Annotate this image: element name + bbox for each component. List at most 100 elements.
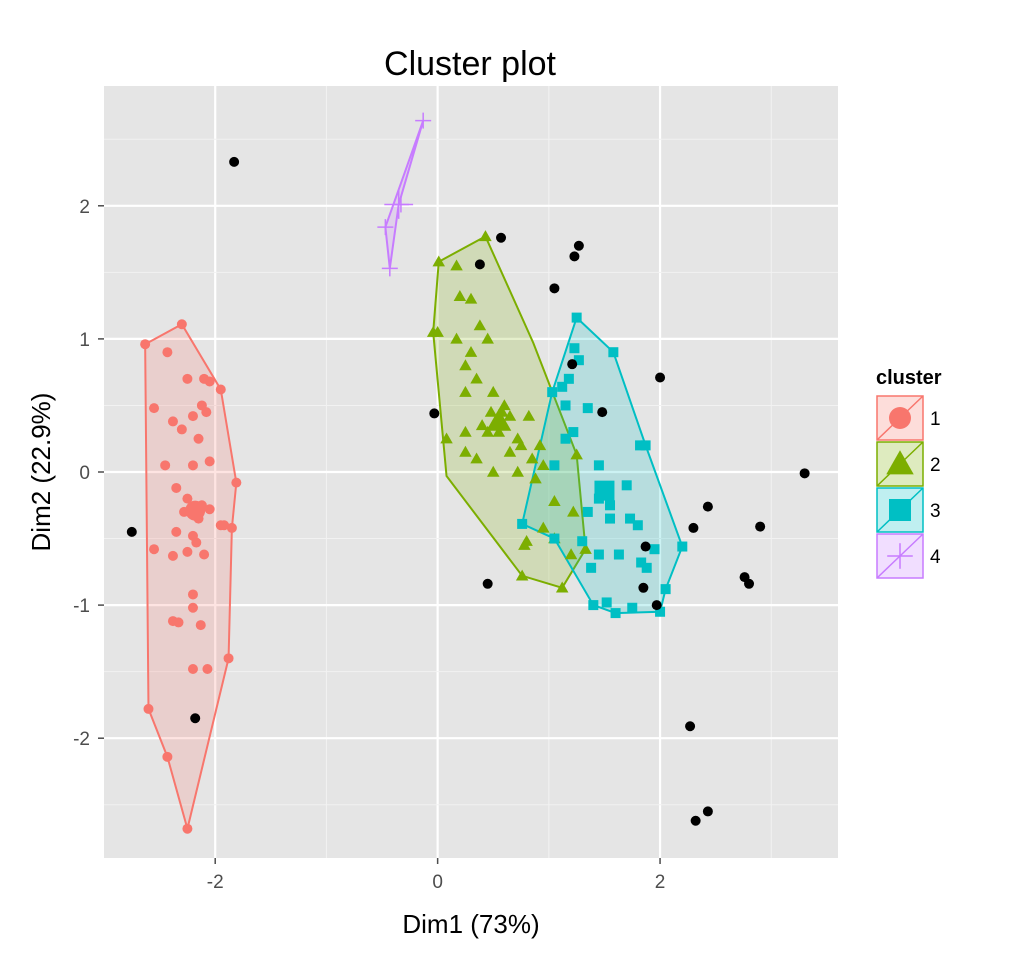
x-axis-title: Dim1 (73%)	[402, 909, 539, 939]
cluster-3-point	[649, 544, 660, 555]
cluster-3-point	[632, 520, 643, 531]
cluster-3-point	[582, 506, 593, 517]
cluster-2-point	[481, 332, 494, 344]
cluster-3-centroid	[594, 480, 615, 501]
cluster-2-point	[450, 332, 463, 344]
cluster-2-point	[548, 495, 561, 506]
cluster-1-point	[167, 416, 178, 427]
outlier-point	[190, 713, 201, 724]
y-axis-title: Dim2 (22.9%)	[26, 393, 56, 552]
axes: -2 0 2 -2 -1 0 1 2	[73, 197, 665, 893]
cluster-2-point	[511, 465, 524, 477]
cluster-2-point	[481, 425, 494, 437]
cluster-2-centroid	[486, 408, 512, 431]
cluster-1-point	[195, 620, 206, 631]
cluster-3-point	[627, 602, 638, 613]
cluster-3-point	[560, 400, 571, 411]
cluster-2-point	[579, 542, 592, 554]
outlier-point	[690, 815, 701, 826]
cluster-2-point	[459, 359, 472, 371]
legend-item-4: 4	[876, 533, 941, 579]
chart-title: Cluster plot	[384, 45, 557, 83]
outlier-point	[702, 501, 713, 512]
cluster-1-point	[219, 520, 230, 531]
cluster-1-point	[204, 376, 215, 387]
cluster-3-point	[568, 427, 579, 438]
outlier-point	[688, 522, 699, 533]
cluster-1-point	[187, 589, 198, 600]
cluster-2-point	[470, 452, 483, 464]
cluster-3-point	[605, 500, 616, 511]
outlier-point	[799, 468, 810, 479]
legend: cluster 1 2 3 4	[876, 367, 942, 579]
cluster-3-point	[625, 513, 636, 524]
outlier-point	[126, 526, 137, 537]
outlier-point	[702, 806, 713, 817]
legend-key-circle-icon	[889, 407, 911, 429]
outlier-point	[229, 156, 240, 167]
outlier-point	[638, 582, 649, 593]
cluster-2-point	[555, 581, 569, 593]
outlier-point	[573, 240, 584, 251]
cluster-1-point	[162, 347, 173, 358]
cluster-1-point	[199, 549, 210, 560]
cluster-2-point	[459, 445, 472, 457]
cluster-1-point	[201, 407, 212, 418]
cluster-3-point	[636, 557, 647, 568]
outlier-point	[755, 521, 766, 532]
cluster-2-point	[529, 472, 542, 484]
cluster-2-point	[522, 409, 536, 421]
cluster-2-point	[537, 459, 550, 471]
cluster-1-point	[162, 751, 173, 762]
cluster-4-point	[415, 112, 432, 129]
cluster-2-point	[503, 409, 517, 421]
cluster-2-point	[486, 465, 500, 477]
cluster-1-point	[182, 373, 193, 384]
cluster-3-point	[655, 606, 666, 617]
x-tick-label: 0	[432, 872, 443, 893]
cluster-3-point	[588, 600, 599, 611]
cluster-1-point	[193, 433, 204, 444]
cluster-3-point	[640, 440, 651, 451]
cluster-4-point	[377, 219, 394, 236]
outlier-point	[474, 259, 485, 270]
cluster-2-point	[570, 448, 583, 460]
cluster-1-point	[140, 339, 151, 350]
cluster-2-point	[450, 259, 463, 271]
cluster-2-point	[514, 439, 528, 451]
cluster-3-point	[560, 433, 571, 444]
cluster-3-point	[571, 312, 582, 323]
cluster-1-point	[226, 522, 237, 533]
cluster-2-point	[515, 569, 529, 581]
legend-item-3: 3	[876, 487, 941, 533]
cluster-2-point	[537, 521, 550, 533]
x-tick-label: -2	[207, 872, 224, 893]
y-tick-label: 1	[79, 330, 90, 351]
outlier-point	[567, 359, 578, 370]
cluster-3-point	[549, 533, 560, 544]
cluster-1-point	[215, 384, 226, 395]
cluster-3-point	[608, 347, 619, 358]
cluster-2-point	[484, 405, 498, 417]
cluster-3-point	[517, 518, 528, 529]
cluster-1-point	[204, 456, 215, 467]
cluster-2-point	[432, 255, 445, 267]
outlier-point	[482, 578, 493, 589]
cluster-1-point	[202, 663, 213, 674]
cluster-1-point	[176, 424, 187, 435]
cluster-1-point	[160, 460, 171, 471]
cluster-2-point	[459, 385, 472, 397]
cluster-1-point	[149, 544, 160, 555]
cluster-1-centroid	[185, 500, 206, 521]
cluster-3-point	[569, 343, 580, 354]
cluster-4-centroid	[384, 190, 414, 219]
legend-label: 3	[930, 501, 941, 522]
cluster-1-point	[204, 504, 215, 515]
cluster-3-point	[660, 584, 671, 595]
cluster-3-point	[549, 460, 560, 471]
cluster-2-point	[503, 445, 517, 457]
legend-label: 1	[930, 409, 941, 430]
cluster-2-point	[498, 399, 511, 411]
cluster-3-point	[601, 597, 612, 608]
